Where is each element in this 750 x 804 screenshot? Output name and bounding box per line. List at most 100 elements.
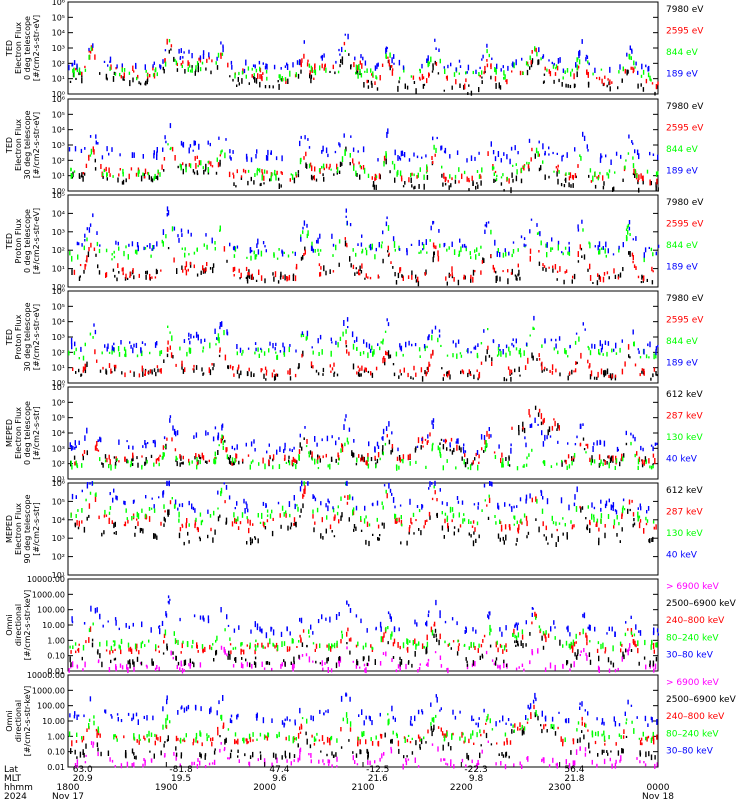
data-mark	[622, 456, 623, 461]
data-mark	[261, 76, 262, 81]
data-mark	[112, 498, 113, 503]
data-mark	[105, 459, 106, 462]
data-mark	[217, 508, 218, 510]
data-mark	[527, 358, 528, 364]
data-mark	[292, 460, 293, 466]
y-axis-label: MEPED	[5, 419, 14, 447]
data-mark	[322, 373, 323, 376]
data-mark	[122, 268, 123, 272]
data-mark	[333, 244, 334, 247]
data-mark	[565, 70, 566, 74]
data-mark	[586, 641, 587, 645]
data-mark	[536, 52, 537, 57]
data-mark	[229, 243, 230, 247]
data-mark	[526, 535, 527, 538]
data-mark	[536, 148, 537, 154]
legend-red: 240–800 keV	[666, 712, 725, 722]
data-mark	[184, 367, 185, 372]
data-mark	[224, 500, 225, 503]
data-mark	[620, 755, 621, 761]
data-mark	[562, 739, 563, 744]
y-tick-label: 10³	[52, 141, 65, 150]
data-mark	[421, 438, 422, 441]
data-mark	[517, 528, 518, 532]
data-mark	[293, 737, 294, 743]
data-mark	[221, 435, 222, 440]
data-mark	[208, 615, 209, 619]
data-mark	[413, 187, 414, 190]
data-mark	[641, 371, 642, 374]
data-mark	[254, 352, 255, 355]
data-mark	[554, 626, 555, 628]
data-mark	[264, 523, 265, 526]
data-mark	[74, 351, 75, 355]
data-mark	[451, 266, 452, 272]
data-mark	[206, 461, 207, 464]
data-mark	[559, 336, 560, 341]
data-mark	[525, 443, 526, 448]
data-mark	[607, 85, 608, 88]
data-mark	[338, 519, 339, 523]
data-mark	[306, 164, 307, 169]
data-mark	[489, 632, 490, 636]
data-mark	[106, 249, 107, 253]
data-mark	[276, 156, 277, 160]
data-mark	[278, 502, 279, 505]
data-mark	[170, 346, 171, 350]
data-mark	[208, 52, 209, 57]
data-mark	[174, 155, 175, 161]
y-axis-label: 0 deg telescope	[23, 16, 32, 80]
data-mark	[363, 351, 364, 354]
data-mark	[359, 175, 360, 180]
legend-blue: 40 keV	[666, 455, 698, 465]
data-mark	[488, 221, 489, 223]
data-mark	[301, 618, 302, 624]
data-mark	[364, 664, 365, 667]
data-mark	[548, 634, 549, 638]
data-mark	[394, 373, 395, 377]
data-mark	[172, 147, 173, 152]
data-mark	[474, 503, 475, 505]
data-mark	[356, 337, 357, 342]
data-mark	[626, 53, 627, 57]
data-mark	[503, 464, 504, 468]
data-mark	[307, 62, 308, 66]
data-mark	[242, 664, 243, 668]
data-mark	[132, 348, 133, 354]
data-mark	[518, 632, 519, 637]
data-mark	[287, 79, 288, 84]
data-mark	[117, 738, 118, 741]
data-mark	[89, 482, 90, 485]
data-mark	[615, 509, 616, 512]
data-mark	[608, 657, 609, 662]
data-mark	[281, 171, 282, 174]
data-mark	[551, 465, 552, 468]
data-mark	[93, 149, 94, 154]
data-mark	[70, 513, 71, 518]
data-mark	[234, 274, 235, 277]
data-mark	[475, 630, 476, 634]
data-mark	[431, 226, 432, 231]
data-mark	[521, 168, 522, 173]
data-mark	[634, 66, 635, 68]
data-mark	[552, 364, 553, 370]
data-mark	[557, 271, 558, 273]
data-mark	[133, 275, 134, 279]
data-mark	[568, 376, 569, 381]
data-mark	[378, 452, 379, 457]
data-mark	[406, 541, 407, 546]
data-mark	[435, 651, 436, 653]
data-mark	[95, 608, 96, 614]
data-mark	[140, 528, 141, 533]
data-mark	[341, 47, 342, 52]
data-mark	[128, 648, 129, 652]
data-mark	[408, 661, 409, 664]
data-mark	[486, 44, 487, 48]
data-mark	[296, 267, 297, 270]
data-mark	[366, 250, 367, 256]
data-mark	[394, 639, 395, 644]
data-mark	[287, 646, 288, 652]
data-mark	[216, 650, 217, 655]
data-mark	[447, 355, 448, 357]
data-mark	[496, 178, 497, 181]
